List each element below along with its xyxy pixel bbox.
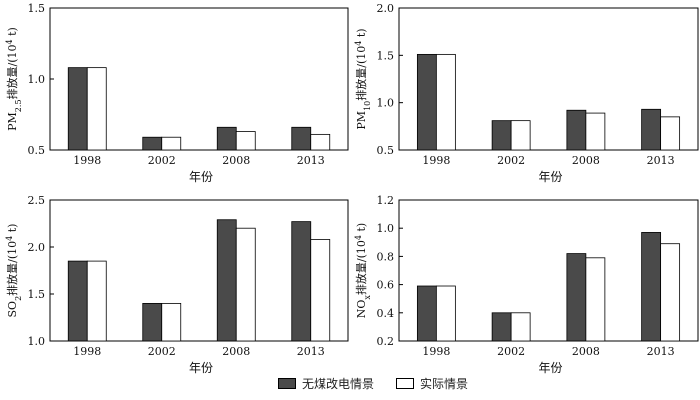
y-tick-label: 1.5 xyxy=(28,2,46,15)
bar-actual xyxy=(660,243,681,342)
bar-actual xyxy=(161,302,182,342)
y-tick-label: 1.5 xyxy=(377,49,395,62)
bar-no-coal-to-electricity xyxy=(491,312,512,342)
bar-actual xyxy=(161,136,182,151)
bar-actual xyxy=(585,257,606,342)
y-tick-label: 2.0 xyxy=(377,2,395,15)
x-tick-label: 2002 xyxy=(148,154,176,167)
bar-actual xyxy=(510,312,531,342)
x-tick-label: 2013 xyxy=(297,345,325,358)
bar-actual xyxy=(235,131,256,151)
y-axis-title: SO2排放量/(104 t) xyxy=(5,224,23,318)
bar-no-coal-to-electricity xyxy=(291,126,312,151)
x-tick-label: 2008 xyxy=(222,345,250,358)
x-tick-label: 2002 xyxy=(497,154,525,167)
y-tick-label: 1.0 xyxy=(377,97,395,110)
y-tick-label: 0.2 xyxy=(377,335,395,348)
y-tick-label: 0.5 xyxy=(377,144,395,157)
bar-no-coal-to-electricity xyxy=(216,126,237,151)
y-tick-label: 0.5 xyxy=(28,144,46,157)
plot-frame xyxy=(398,7,699,151)
y-tick-label: 2.5 xyxy=(28,194,46,207)
bar-actual xyxy=(235,227,256,342)
x-tick-label: 1998 xyxy=(422,154,450,167)
legend-item-no-coal-to-electricity: 无煤改电情景 xyxy=(278,375,374,392)
bar-actual xyxy=(310,133,331,151)
bar-no-coal-to-electricity xyxy=(142,136,163,151)
y-tick-label: 0.8 xyxy=(377,250,395,263)
y-tick-label: 1.2 xyxy=(377,194,395,207)
legend: 无煤改电情景 实际情景 xyxy=(278,375,490,392)
legend-item-actual: 实际情景 xyxy=(396,375,468,392)
bar-no-coal-to-electricity xyxy=(67,67,88,151)
bar-no-coal-to-electricity xyxy=(641,108,662,151)
bar-actual xyxy=(86,67,107,151)
x-tick-label: 2008 xyxy=(572,345,600,358)
x-axis-title: 年份 xyxy=(189,170,213,184)
x-tick-label: 2008 xyxy=(572,154,600,167)
y-tick-label: 1.0 xyxy=(28,335,46,348)
x-tick-label: 2002 xyxy=(497,345,525,358)
bar-actual xyxy=(86,260,107,342)
legend-label: 实际情景 xyxy=(420,377,469,391)
bar-no-coal-to-electricity xyxy=(67,260,88,342)
bar-no-coal-to-electricity xyxy=(416,53,437,151)
y-tick-label: 0.4 xyxy=(377,307,395,320)
bar-actual xyxy=(435,53,456,151)
y-tick-label: 1.0 xyxy=(377,222,395,235)
plot-frame xyxy=(398,199,699,342)
legend-swatch-white xyxy=(396,378,415,389)
bar-no-coal-to-electricity xyxy=(291,221,312,342)
y-tick-label: 1.0 xyxy=(28,73,46,86)
bar-no-coal-to-electricity xyxy=(491,120,512,151)
x-tick-label: 1998 xyxy=(73,345,101,358)
bar-no-coal-to-electricity xyxy=(566,109,587,151)
bar-no-coal-to-electricity xyxy=(142,302,163,342)
bar-actual xyxy=(435,285,456,342)
y-axis-title: PM10排放量/(104 t) xyxy=(354,28,372,129)
bar-actual xyxy=(510,120,531,151)
x-axis-title: 年份 xyxy=(538,361,562,375)
x-tick-label: 1998 xyxy=(422,345,450,358)
y-tick-label: 0.6 xyxy=(377,279,395,292)
bar-no-coal-to-electricity xyxy=(216,219,237,342)
bar-no-coal-to-electricity xyxy=(416,285,437,342)
x-axis-title: 年份 xyxy=(189,361,213,375)
x-tick-label: 1998 xyxy=(73,154,101,167)
y-tick-label: 1.5 xyxy=(28,288,46,301)
bar-actual xyxy=(660,116,681,151)
x-tick-label: 2013 xyxy=(647,345,675,358)
x-tick-label: 2013 xyxy=(647,154,675,167)
bar-no-coal-to-electricity xyxy=(566,253,587,342)
y-axis-title: NOx排放量/(104 t) xyxy=(354,223,372,318)
bar-actual xyxy=(310,239,331,342)
x-tick-label: 2002 xyxy=(148,345,176,358)
x-tick-label: 2013 xyxy=(297,154,325,167)
plot-frame xyxy=(49,199,349,342)
bar-no-coal-to-electricity xyxy=(641,232,662,342)
y-tick-label: 2.0 xyxy=(28,241,46,254)
bar-actual xyxy=(585,112,606,151)
x-tick-label: 2008 xyxy=(222,154,250,167)
x-axis-title: 年份 xyxy=(538,170,562,184)
legend-swatch-dark xyxy=(278,378,296,389)
y-axis-title: PM2.5排放量/(104 t) xyxy=(5,27,23,131)
legend-label: 无煤改电情景 xyxy=(302,377,375,391)
